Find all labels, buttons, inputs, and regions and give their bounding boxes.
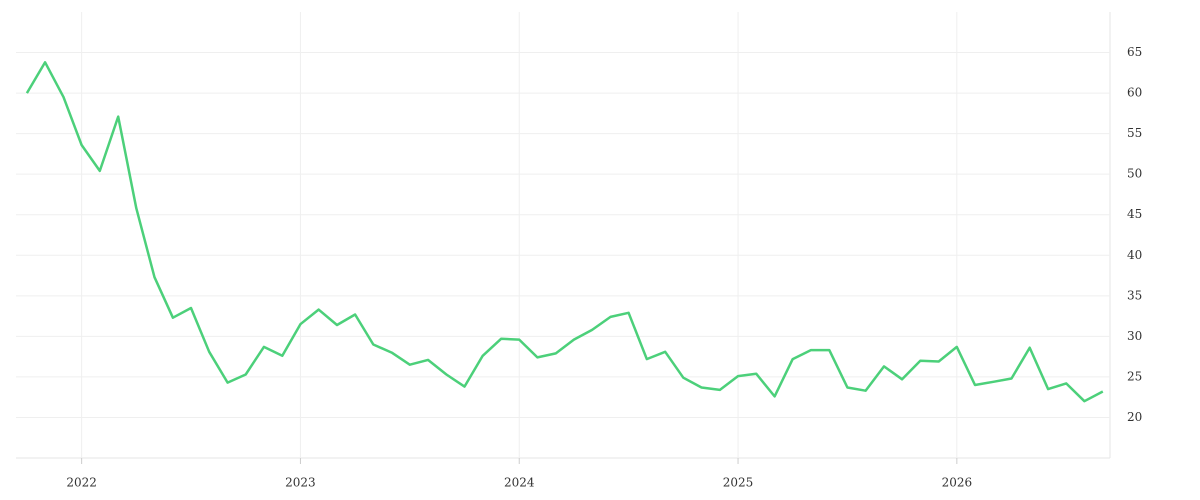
y-tick-label: 40 (1127, 248, 1142, 262)
y-tick-label: 50 (1127, 167, 1142, 181)
x-tick-label: 2026 (942, 476, 973, 490)
y-tick-label: 60 (1127, 86, 1142, 100)
x-tick-label: 2023 (285, 476, 316, 490)
y-tick-label: 35 (1127, 288, 1142, 302)
y-tick-label: 20 (1127, 410, 1142, 424)
y-tick-label: 25 (1127, 369, 1142, 383)
data-line (25, 61, 1104, 403)
x-tick-label: 2022 (66, 476, 97, 490)
x-tick-label: 2024 (504, 476, 535, 490)
y-tick-label: 65 (1127, 45, 1142, 59)
y-tick-label: 45 (1127, 207, 1142, 221)
y-tick-label: 55 (1127, 126, 1142, 140)
y-tick-label: 30 (1127, 329, 1142, 343)
x-tick-label: 2025 (723, 476, 754, 490)
